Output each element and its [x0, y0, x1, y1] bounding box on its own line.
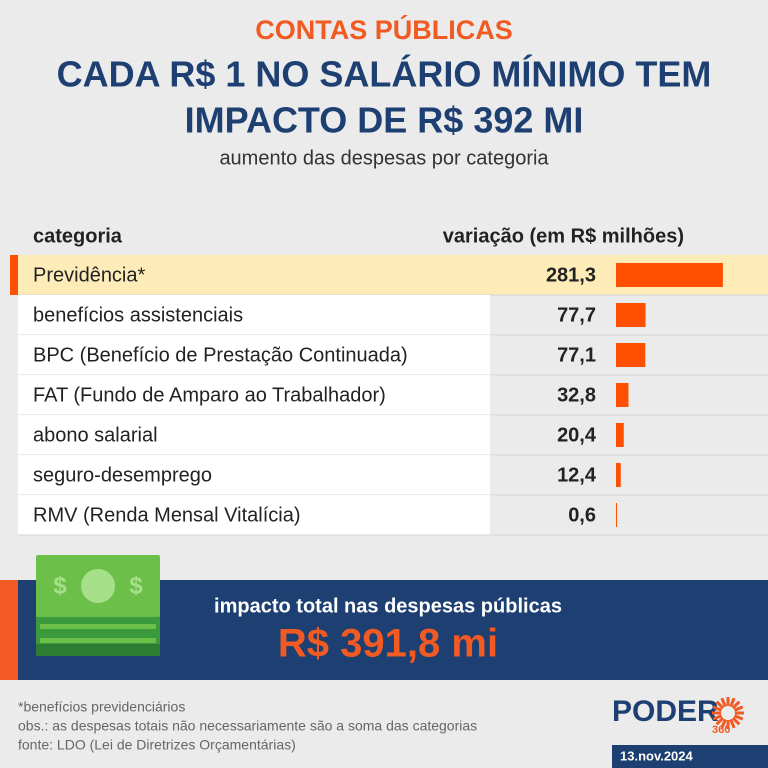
chart-title: CADA R$ 1 NO SALÁRIO MÍNIMO TEM [57, 54, 712, 95]
sun-ray [733, 714, 744, 721]
bar [616, 383, 629, 407]
value-label: 12,4 [557, 464, 597, 486]
category-label: seguro-desemprego [33, 464, 212, 486]
kicker: CONTAS PÚBLICAS [255, 14, 513, 45]
category-label: abono salarial [33, 424, 158, 446]
bar [616, 263, 723, 287]
svg-text:$: $ [53, 572, 67, 599]
money-icon: $ $ [36, 555, 160, 656]
row-background [18, 455, 490, 495]
subtitle: aumento das despesas por categoria [219, 147, 549, 169]
sun-ray [733, 705, 744, 712]
category-label: BPC (Benefício de Prestação Continuada) [33, 344, 408, 366]
value-label: 20,4 [557, 424, 597, 446]
bar [616, 503, 617, 527]
date: 13.nov.2024 [620, 748, 694, 763]
sun-ray [715, 716, 725, 726]
value-label: 32,8 [557, 384, 596, 406]
bar [616, 303, 646, 327]
value-label: 77,1 [557, 344, 596, 366]
logo-sun [712, 697, 744, 729]
row-background [18, 495, 490, 535]
row-background [18, 335, 490, 375]
category-label: Previdência* [33, 264, 146, 286]
value-label: 77,7 [557, 304, 596, 326]
brand: PODER [612, 695, 719, 728]
category-label: benefícios assistenciais [33, 304, 243, 326]
svg-text:$: $ [129, 572, 143, 599]
brand-sub: 360 [712, 724, 730, 736]
date-box [612, 745, 768, 768]
sun-ray [731, 716, 741, 726]
sun-ray [715, 700, 725, 710]
sun-ray [712, 714, 723, 721]
sun-ray [729, 697, 736, 708]
value-label: 0,6 [568, 504, 596, 526]
column-header: variação (em R$ milhões) [443, 225, 684, 247]
total-label: impacto total nas despesas públicas [214, 595, 562, 617]
bar [616, 423, 624, 447]
sun-ray [712, 705, 723, 712]
row-background [18, 415, 490, 455]
note: fonte: LDO (Lei de Diretrizes Orçamentár… [18, 737, 296, 753]
category-label: FAT (Fundo de Amparo ao Trabalhador) [33, 384, 386, 406]
row-marker [10, 255, 18, 295]
category-label: RMV (Renda Mensal Vitalícia) [33, 504, 301, 526]
sun-ray [720, 718, 727, 729]
accent-stripe [0, 580, 18, 680]
row-background [18, 375, 490, 415]
value-label: 281,3 [546, 264, 596, 286]
sun-ray [720, 697, 727, 708]
row-background [18, 295, 490, 335]
sun-ray [731, 700, 741, 710]
column-header: categoria [33, 225, 123, 247]
total-value: R$ 391,8 mi [278, 622, 498, 666]
note: obs.: as despesas totais não necessariam… [18, 718, 477, 734]
table-rows: Previdência* 281,3 benefícios assistenciai… [10, 255, 768, 536]
note: *benefícios previdenciários [18, 699, 185, 715]
bar [616, 343, 646, 367]
chart-title: IMPACTO DE R$ 392 MI [185, 100, 584, 141]
sun-ray [729, 718, 736, 729]
bar [616, 463, 621, 487]
